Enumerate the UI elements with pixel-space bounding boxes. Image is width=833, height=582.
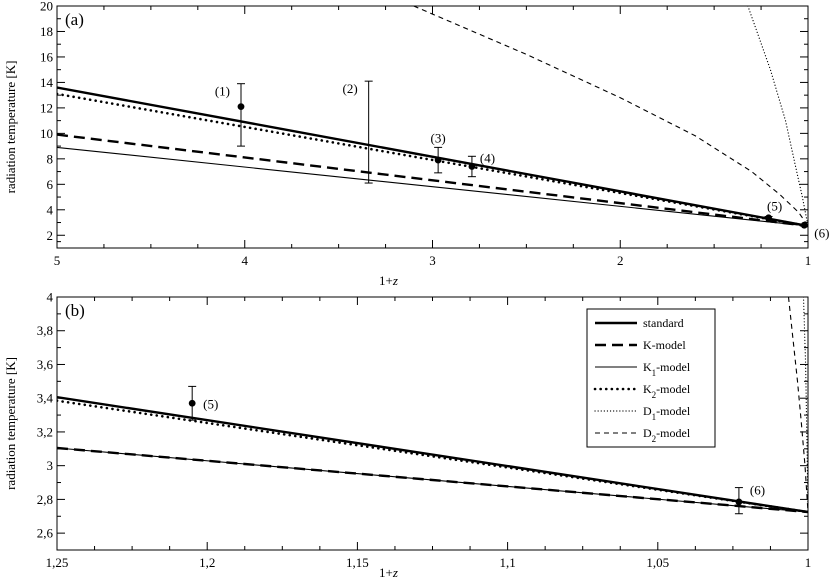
- y-tick-label: 4: [47, 290, 54, 305]
- y-tick-label: 18: [40, 24, 53, 39]
- series-k1-model: [57, 447, 808, 513]
- data-point: (6): [734, 483, 765, 515]
- y-tick-label: 16: [40, 49, 54, 64]
- point-label: (1): [215, 84, 230, 99]
- y-tick-label: 12: [40, 100, 53, 115]
- point-marker: [434, 156, 442, 164]
- y-axis-label: radiation temperature [K]: [3, 61, 18, 194]
- y-tick-label: 3,8: [37, 323, 53, 338]
- y-tick-label: 4: [47, 202, 54, 217]
- y-tick-label: 2: [47, 228, 54, 243]
- point-label: (4): [480, 150, 495, 165]
- point-marker: [237, 103, 245, 111]
- point-label: (5): [203, 396, 218, 411]
- point-marker: [735, 498, 743, 506]
- x-tick-label: 1: [805, 253, 812, 268]
- series-standard: [57, 86, 808, 228]
- x-tick-label: 4: [242, 253, 249, 268]
- point-marker: [468, 163, 476, 170]
- point-marker: [765, 214, 772, 222]
- data-point: (5): [188, 385, 218, 421]
- plot-frame: [56, 296, 809, 551]
- point-marker: [800, 221, 808, 229]
- series-k2-model: [57, 92, 808, 228]
- x-tick-label: 5: [54, 253, 61, 268]
- x-tick-label: 1,25: [46, 555, 69, 570]
- panel-label: (a): [65, 10, 84, 29]
- data-point: (6): [800, 221, 829, 240]
- point-marker: [188, 399, 196, 407]
- legend-box: [586, 308, 716, 448]
- data-point: (3): [431, 130, 446, 174]
- data-point: (4): [467, 150, 495, 178]
- data-point: (2): [342, 80, 373, 184]
- y-tick-label: 3,2: [37, 424, 53, 439]
- series-group: [57, 297, 808, 514]
- y-tick-label: 3,4: [37, 391, 54, 406]
- x-tick-label: 1,1: [499, 555, 515, 570]
- x-tick-label: 2: [617, 253, 624, 268]
- legend-entry-label: standard: [643, 316, 684, 330]
- x-tick-label: 3: [429, 253, 436, 268]
- y-axis-label: radiation temperature [K]: [3, 357, 18, 490]
- series-group: [57, 6, 808, 228]
- data-point: (5): [764, 199, 782, 222]
- y-tick-label: 20: [40, 0, 53, 14]
- point-label: (5): [767, 199, 782, 214]
- y-tick-label: 2,6: [37, 526, 54, 541]
- x-tick-label: 1,2: [199, 555, 215, 570]
- y-tick-label: 3: [47, 458, 54, 473]
- series-k-model: [57, 133, 808, 228]
- y-tick-label: 2,8: [37, 492, 53, 507]
- series-k2-model: [57, 399, 808, 514]
- point-label: (6): [750, 483, 765, 498]
- plot-frame: [56, 5, 809, 249]
- series-d2-model: [413, 6, 808, 227]
- series-d2-model: [787, 297, 808, 513]
- y-tick-label: 3,6: [37, 357, 54, 372]
- panel-b: 1,25 1,2 1,15 1,1 1,05 1 2,6 2,8 3 3,2 3,4 3,6 3,8 4 (…: [3, 290, 811, 581]
- x-tick-label: 1,05: [646, 555, 669, 570]
- y-tick-label: 14: [40, 75, 54, 90]
- series-d1-model: [747, 6, 808, 227]
- x-tick-label: 1,15: [346, 555, 369, 570]
- data-point: (1): [215, 83, 245, 147]
- series-d1-model: [802, 297, 808, 513]
- y-tick-label: 10: [40, 126, 53, 141]
- legend: standardK-modelK1-modelK2-modelD1-modelD…: [586, 308, 716, 448]
- point-label: (3): [431, 130, 446, 145]
- x-tick-label: 1: [805, 555, 812, 570]
- x-axis-label: 1+z: [379, 565, 398, 580]
- point-label: (6): [814, 225, 829, 240]
- series-k1-model: [57, 146, 808, 227]
- legend-entry-label: K2-model: [643, 382, 691, 400]
- point-label: (2): [342, 81, 357, 96]
- y-tick-label: 6: [47, 177, 54, 192]
- legend-entry-label: K-model: [643, 338, 686, 352]
- x-axis-label: 1+z: [379, 273, 398, 288]
- y-tick-label: 8: [47, 151, 54, 166]
- panel-label: (b): [65, 301, 85, 320]
